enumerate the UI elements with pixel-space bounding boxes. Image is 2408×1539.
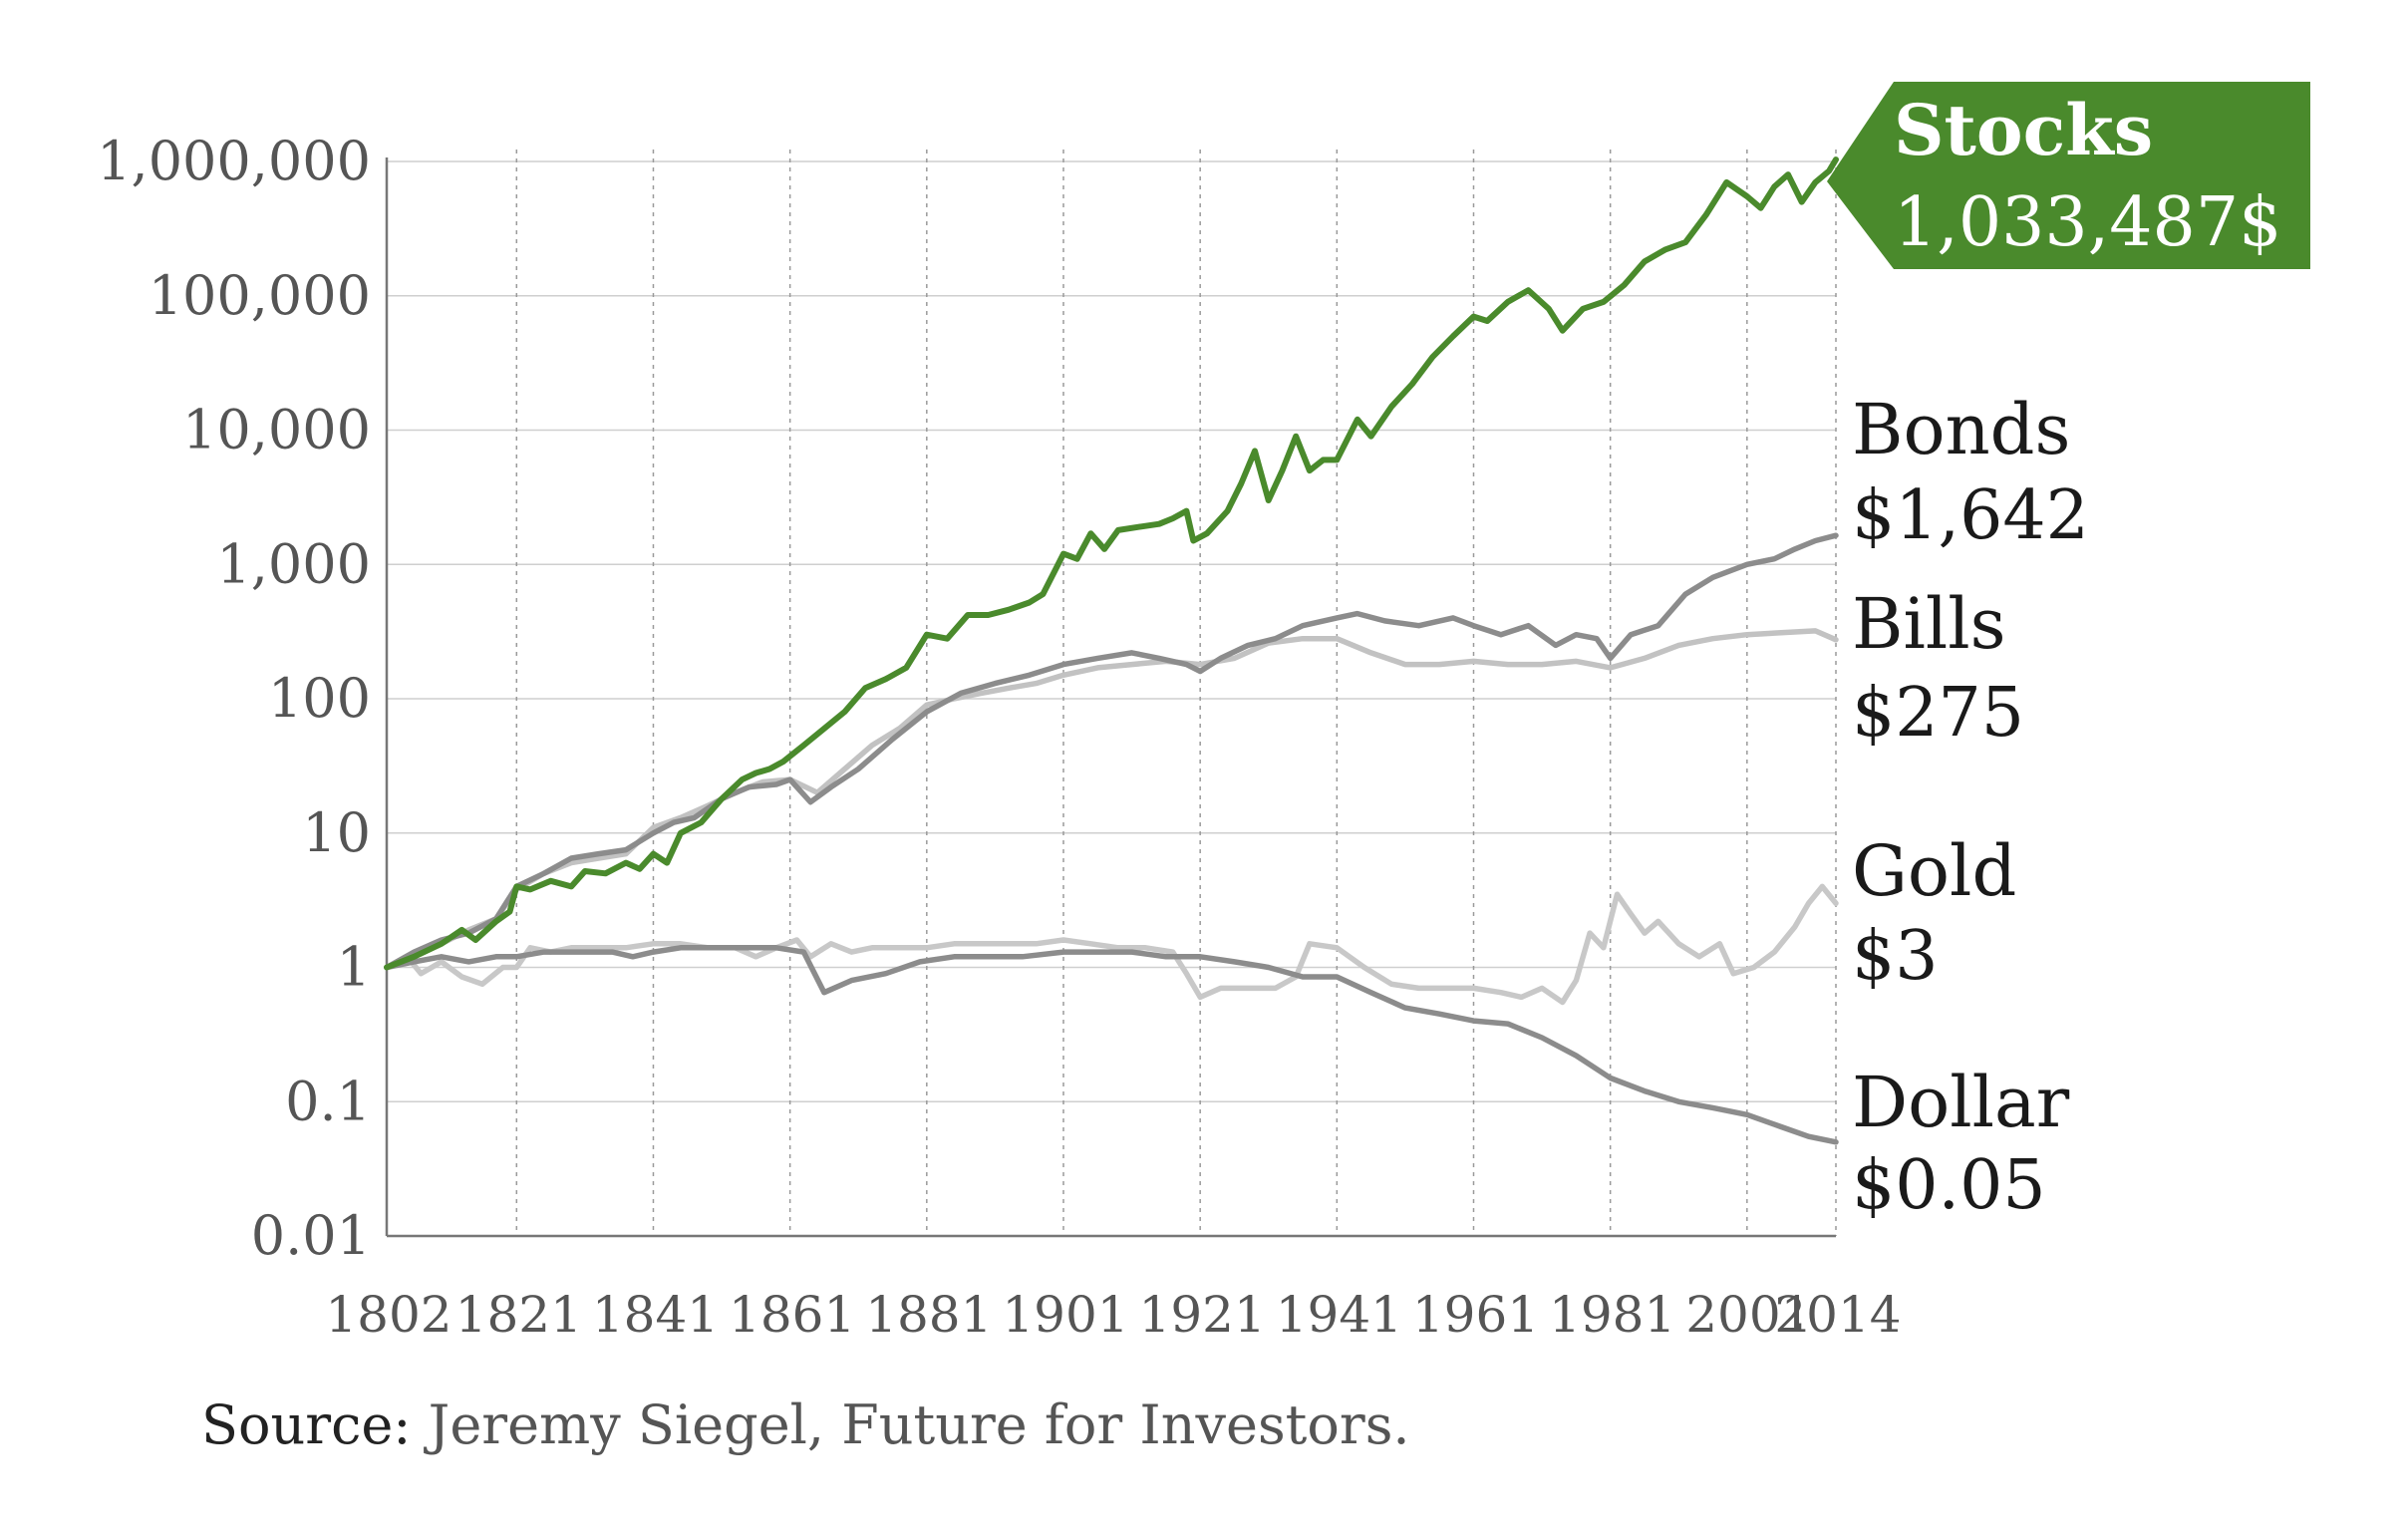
series-value-bonds: $1,642 [1852,476,2089,555]
series-line-dollar [384,945,1839,1145]
y-tick-label: 1,000 [216,532,371,595]
x-tick-label: 1841 [592,1286,719,1344]
y-tick-label: 10 [302,801,371,864]
x-tick-label: 1921 [1139,1286,1266,1344]
axes [385,157,1836,1238]
series-value-dollar: $0.05 [1852,1146,2046,1225]
x-tick-label: 1941 [1276,1286,1402,1344]
source-text: Jeremy Siegel, Future for Investors. [411,1393,1410,1456]
series-name-dollar: Dollar [1852,1062,2070,1143]
series-name-bonds: Bonds [1852,389,2070,470]
y-tick-label: 100,000 [149,264,371,327]
x-tick-label: 1861 [729,1286,855,1344]
x-tick-label: 1961 [1412,1286,1539,1344]
source-note: Source: Jeremy Siegel, Future for Invest… [201,1393,1410,1456]
x-tick-labels: 1802 1821 1841 1861 1881 1901 1921 1941 1961 1981… [325,1286,1901,1344]
source-label: Source: [201,1393,412,1456]
series-line-bills [384,628,1839,971]
x-tick-label: 1981 [1549,1286,1675,1344]
x-tick-label: 1802 [325,1286,452,1344]
y-tick-label: 100 [268,667,371,730]
x-tick-label: 1881 [865,1286,992,1344]
y-tick-label: 0.01 [251,1204,371,1267]
series-end-labels: Stocks 1,033,487$ Bonds$1,642 Bills $275 Gold… [1827,82,2310,1225]
y-tick-label: 1 [337,936,371,999]
x-tick-label: 2001 [1685,1286,1812,1344]
x-tick-label: 1821 [455,1286,582,1344]
y-tick-label: 10,000 [182,399,371,462]
series-lines [384,156,1839,1145]
series-value-bills: $275 [1852,674,2024,753]
vertical-gridlines [515,150,1837,1236]
y-tick-label: 1,000,000 [97,130,371,192]
stocks-callout: Stocks 1,033,487$ [1827,82,2310,269]
series-name-stocks: Stocks [1894,89,2153,171]
series-line-gold [384,883,1839,1006]
series-line-bonds [384,532,1839,971]
x-tick-label: 1901 [1002,1286,1128,1344]
series-name-gold: Gold [1852,830,2016,912]
x-tick-label: 2014 [1774,1286,1901,1344]
y-tick-labels: 1,000,000 100,000 10,000 1,000 100 10 1 0.1 0.01 [97,130,371,1267]
series-line-stocks [384,156,1839,971]
stocks-callout-badge [1827,82,2310,269]
series-value-stocks: 1,033,487$ [1894,183,2281,262]
y-tick-label: 0.1 [285,1070,371,1132]
series-name-bills: Bills [1852,583,2006,665]
horizontal-gridlines [387,160,1836,1237]
series-value-gold: $3 [1852,917,1939,996]
